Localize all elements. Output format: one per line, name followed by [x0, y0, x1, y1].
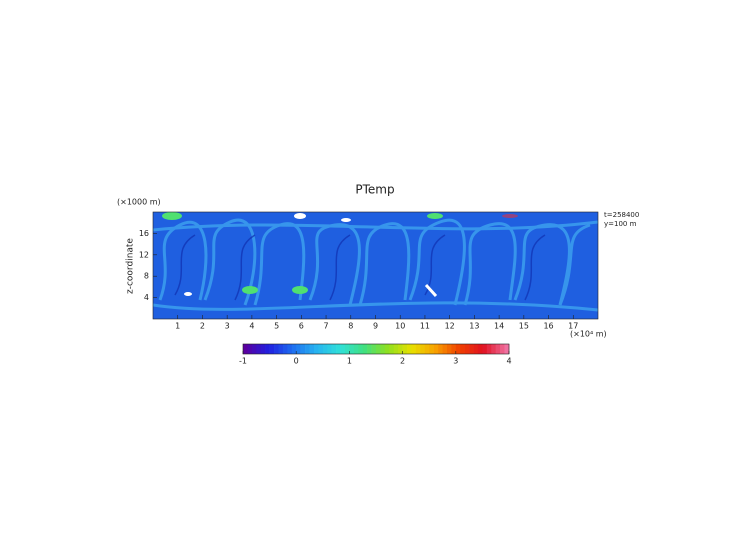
- y-tick-label: 16: [139, 229, 149, 238]
- colorbar-cell: [269, 344, 275, 354]
- colorbar-cell: [384, 344, 390, 354]
- y-tick-label: 12: [139, 250, 149, 259]
- x-tick-label: 2: [200, 322, 205, 331]
- colorbar-tick-label: 2: [400, 357, 405, 366]
- colorbar-cell: [256, 344, 262, 354]
- colorbar-cell: [313, 344, 319, 354]
- y-tick-label: 4: [144, 293, 149, 302]
- colorbar-cell: [446, 344, 452, 354]
- colorbar-tick-label: 4: [506, 357, 511, 366]
- colorbar-cell: [473, 344, 479, 354]
- x-tick-label: 15: [519, 322, 529, 331]
- y-tick-label: 8: [144, 272, 149, 281]
- colorbar-tick-label: 0: [294, 357, 299, 366]
- colorbar-cell: [486, 344, 492, 354]
- colorbar-cell: [371, 344, 377, 354]
- colorbar-cell: [340, 344, 346, 354]
- x-tick-label: 11: [420, 322, 430, 331]
- x-tick-label: 9: [373, 322, 378, 331]
- colorbar-cell: [491, 344, 496, 354]
- x-tick-label: 5: [274, 322, 279, 331]
- colorbar-cell: [464, 344, 470, 354]
- colorbar-cell: [265, 344, 270, 354]
- colorbar-cell: [415, 344, 421, 354]
- x-tick-label: 3: [225, 322, 230, 331]
- colorbar-cell: [309, 344, 315, 354]
- y-label: z-coordinate: [126, 238, 136, 294]
- colorbar-cell: [322, 344, 328, 354]
- colorbar-cell: [362, 344, 368, 354]
- colorbar-cell: [243, 344, 248, 354]
- colorbar-cell: [296, 344, 301, 354]
- x-tick-label: 1: [175, 322, 180, 331]
- colorbar-cell: [305, 344, 310, 354]
- colorbar-cell: [389, 344, 395, 354]
- colorbar-frame: [242, 343, 510, 355]
- colorbar-cell: [278, 344, 284, 354]
- x-tick-label: 12: [445, 322, 455, 331]
- x-tick-label: 16: [543, 322, 553, 331]
- colorbar-cell: [287, 344, 293, 354]
- colorbar-cell: [442, 344, 448, 354]
- x-tick-label: 4: [249, 322, 254, 331]
- x-tick-label: 8: [348, 322, 353, 331]
- x-tick-label: 10: [395, 322, 405, 331]
- colorbar-cell: [274, 344, 279, 354]
- x-label: (×10⁴ m): [570, 330, 607, 339]
- colorbar-cell: [420, 344, 426, 354]
- colorbar-cell: [504, 344, 510, 354]
- colorbar-tick-label: -1: [239, 357, 247, 366]
- colorbar-cell: [460, 344, 465, 354]
- colorbar-cell: [282, 344, 288, 354]
- colorbar-cell: [291, 344, 297, 354]
- colorbar-tick-label: 1: [347, 357, 352, 366]
- x-tick-label: 14: [494, 322, 504, 331]
- colorbar-cell: [380, 344, 386, 354]
- colorbar-tick-label: 3: [453, 357, 458, 366]
- colorbar-cell: [455, 344, 461, 354]
- colorbar-cell: [482, 344, 488, 354]
- colorbar-cell: [376, 344, 381, 354]
- colorbar-cell: [438, 344, 443, 354]
- colorbar-cell: [367, 344, 372, 354]
- colorbar-cell: [469, 344, 474, 354]
- colorbar-cell: [407, 344, 412, 354]
- colorbar-cell: [300, 344, 306, 354]
- colorbar-cell: [411, 344, 417, 354]
- colorbar-cell: [433, 344, 439, 354]
- colorbar-cell: [495, 344, 501, 354]
- x-tick-label: 7: [324, 322, 329, 331]
- x-tick-label: 6: [299, 322, 304, 331]
- colorbar-cell: [393, 344, 399, 354]
- y-unit: (×1000 m): [117, 198, 161, 207]
- colorbar-cell: [327, 344, 332, 354]
- colorbar-cell: [251, 344, 257, 354]
- colorbar-cell: [398, 344, 403, 354]
- colorbar-cell: [424, 344, 430, 354]
- colorbar-cell: [344, 344, 350, 354]
- annotation: y=100 m: [604, 220, 637, 228]
- colorbar-cell: [353, 344, 359, 354]
- colorbar-cell: [318, 344, 324, 354]
- colorbar-cell: [336, 344, 341, 354]
- chart-title: PTemp: [355, 183, 394, 197]
- colorbar-cell: [358, 344, 363, 354]
- colorbar-cell: [429, 344, 434, 354]
- colorbar-cell: [260, 344, 266, 354]
- colorbar-cell: [247, 344, 253, 354]
- annotation: t=258400: [604, 211, 639, 219]
- colorbar-cell: [477, 344, 483, 354]
- field: [153, 212, 598, 319]
- colorbar-cell: [331, 344, 337, 354]
- x-tick-label: 13: [469, 322, 479, 331]
- colorbar-cell: [402, 344, 408, 354]
- colorbar-cell: [349, 344, 355, 354]
- colorbar-cell: [500, 344, 505, 354]
- colorbar-cell: [451, 344, 457, 354]
- x-tick-label: 17: [568, 322, 578, 331]
